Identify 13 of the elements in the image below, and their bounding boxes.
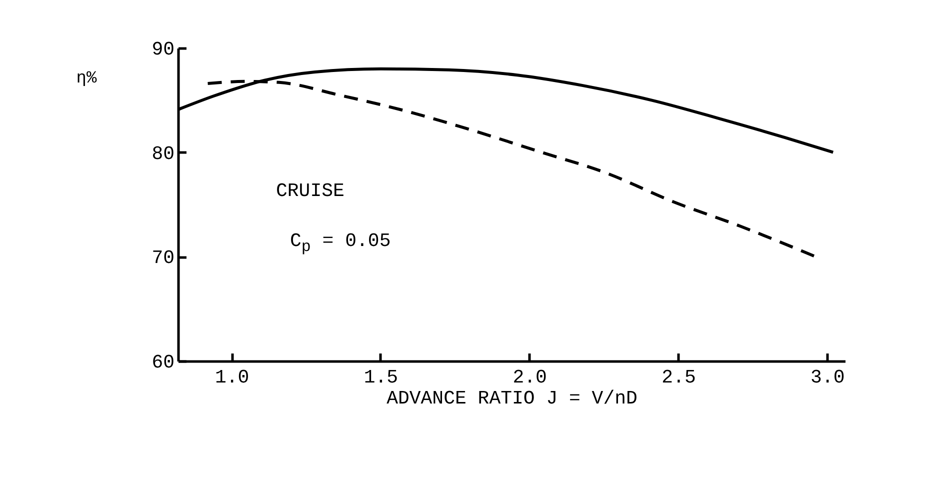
- y-tick-label: 60: [152, 352, 174, 374]
- x-axis-title: ADVANCE RATIO J = V/nD: [386, 388, 638, 410]
- x-tick-label: 1.5: [364, 366, 398, 388]
- y-tick-label: 70: [152, 247, 174, 270]
- x-tick-label: 3.0: [810, 366, 845, 388]
- y-axis-title: η%: [76, 70, 98, 88]
- y-tick-label: 80: [152, 142, 174, 165]
- y-tick-label: 90: [152, 38, 174, 60]
- annotation: C$_{p}$ = 0.05: [290, 230, 391, 256]
- x-tick-label: 2.5: [662, 366, 696, 388]
- x-tick-label: 2.0: [512, 366, 547, 388]
- annotation: CRUISE: [276, 180, 344, 202]
- x-tick-label: 1.0: [214, 366, 250, 388]
